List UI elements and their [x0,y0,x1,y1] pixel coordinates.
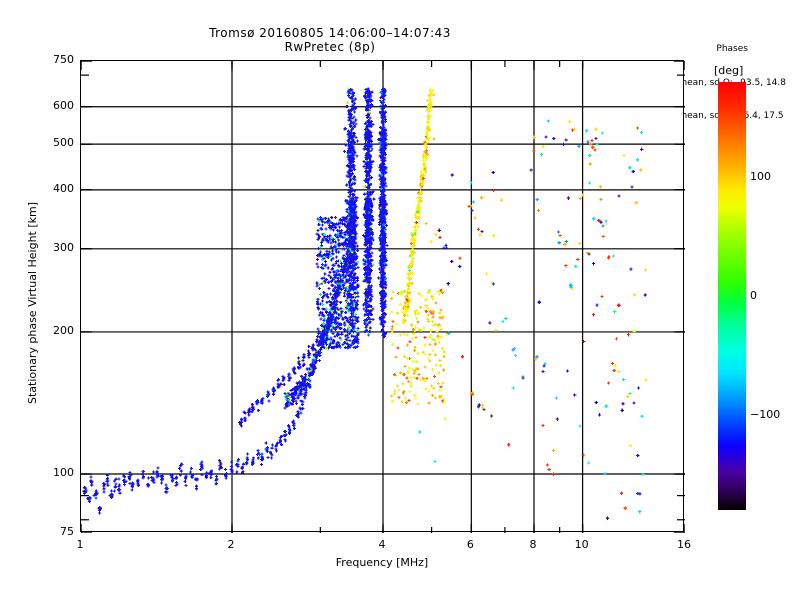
y-tick-label: 600 [40,99,74,112]
y-axis-label: Stationary phase Virtual Height [km] [26,202,39,404]
plot-title-main: Tromsø 20160805 14:06:00–14:07:43 [0,26,660,40]
y-tick-label: 200 [40,324,74,337]
colorbar-tick-label: −100 [750,408,780,421]
x-axis-label: Frequency [MHz] [80,556,684,569]
colorbar-gradient [718,82,746,510]
colorbar-tick-label: 0 [750,289,757,302]
y-tick-label: 400 [40,182,74,195]
y-tick-label: 100 [40,466,74,479]
data-points [82,87,648,520]
y-tick-label: 500 [40,136,74,149]
scatter-plot-canvas [81,61,685,533]
phase-stats-heading: Phases [678,44,786,55]
axis-ticks [81,61,685,533]
phase-colorbar [718,82,746,510]
x-tick-label: 1 [60,538,100,551]
plot-title-subtitle: RwPretec (8p) [0,40,660,54]
y-tick-label: 750 [40,53,74,66]
colorbar-tick-label: 100 [750,170,771,183]
ionogram-plot-area [80,60,685,533]
x-tick-label: 16 [664,538,704,551]
y-tick-label: 300 [40,241,74,254]
x-tick-label: 10 [562,538,602,551]
x-tick-label: 8 [513,538,553,551]
x-tick-label: 4 [362,538,402,551]
x-tick-label: 2 [211,538,251,551]
plot-title-block: Tromsø 20160805 14:06:00–14:07:43 RwPret… [0,26,660,54]
colorbar-unit-label: [deg] [714,64,743,77]
x-tick-label: 6 [450,538,490,551]
y-tick-label: 75 [40,525,74,538]
